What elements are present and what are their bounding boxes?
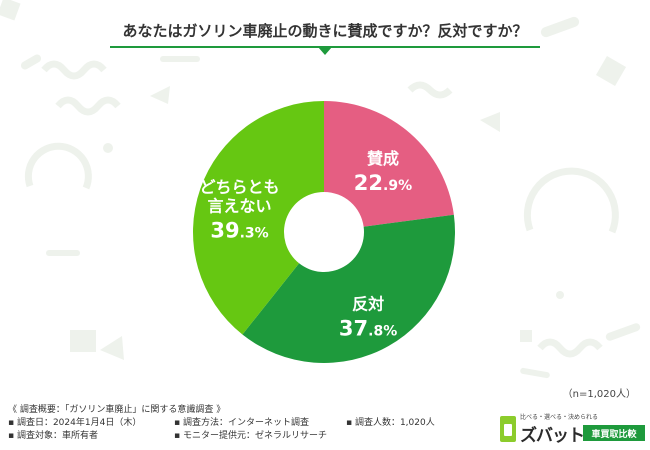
slice-label-2-line-0: どちらとも: [200, 177, 280, 196]
slice-label-0: 賛成: [367, 149, 399, 168]
slice-value-1: 37.8%: [339, 316, 397, 340]
logo-sub: 車買取比較: [583, 425, 645, 441]
sample-size-label: （n=1,020人）: [562, 389, 636, 400]
survey-date: ▪ 調査日：2024年1月4日（木）: [8, 418, 142, 428]
slice-label-1: 反対: [352, 294, 384, 313]
slice-label-2-line-1: 言えない: [208, 196, 272, 215]
survey-notes: 《 調査概要：「ガソリン車廃止」に関する意識調査 》 ▪ 調査日：2024年1月…: [8, 404, 435, 443]
survey-method: ▪ 調査方法：インターネット調査: [174, 418, 309, 428]
survey-target: ▪ 調査対象：車所有者: [8, 431, 98, 441]
survey-provider: ▪ モニター提供元：ゼネラルリサーチ: [174, 431, 327, 441]
slice-value-2: 39.3%: [210, 218, 268, 242]
survey-overview: 《 調査概要：「ガソリン車廃止」に関する意識調査 》: [8, 405, 226, 415]
logo-mark-icon: [500, 416, 516, 442]
title-pointer: [318, 47, 332, 55]
logo-name: ズバット: [520, 426, 585, 446]
slice-0: [324, 101, 454, 227]
slice-2: [193, 101, 324, 335]
survey-count: ▪ 調査人数：1,020人: [346, 418, 435, 428]
slice-value-0: 22.9%: [354, 171, 412, 195]
zubat-logo: 比べる・選べる・決められる ズバット 車買取比較: [500, 410, 646, 446]
logo-tagline: 比べる・選べる・決められる: [520, 414, 599, 421]
slice-1: [242, 214, 455, 363]
